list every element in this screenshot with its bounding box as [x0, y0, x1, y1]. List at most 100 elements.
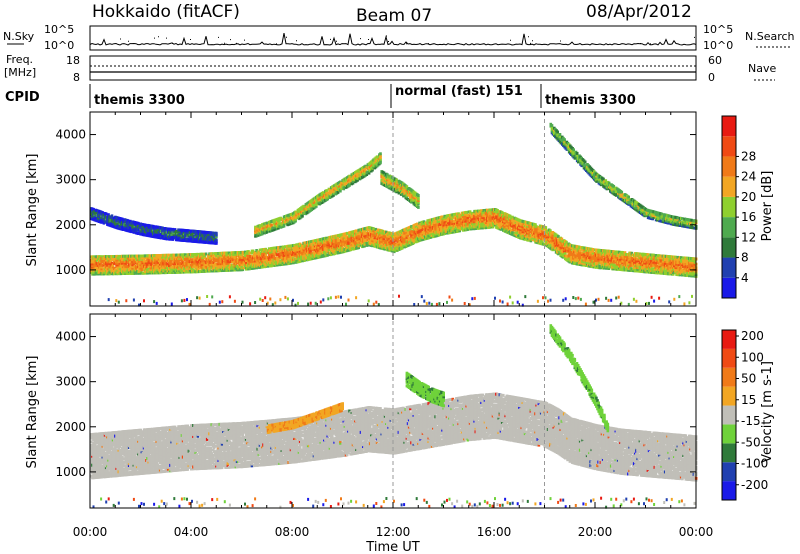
range-cell-band-0 [189, 263, 193, 267]
range-cell-band-0 [173, 255, 177, 259]
range-cell-band-0 [150, 262, 154, 266]
range-cell-band-0 [301, 245, 304, 249]
range-cell-band-0 [476, 216, 480, 220]
range-cell-band-0 [100, 260, 103, 264]
range-cell-band-0 [255, 249, 258, 252]
range-cell-band-0 [113, 260, 116, 264]
range-cell-band-0 [204, 264, 208, 268]
range-cell-band-0 [241, 259, 245, 263]
range-cell-band-0 [191, 266, 194, 270]
range-cell-band-0 [142, 256, 146, 260]
cpid-segment-2: normal (fast) 151 [395, 84, 523, 99]
range-cell-band-0 [111, 255, 115, 258]
range-cell-band-0 [180, 262, 184, 265]
range-cell-band-0 [491, 225, 495, 229]
range-cell-band-0 [406, 231, 410, 235]
range-cell-band-0 [202, 268, 206, 272]
range-cell-band-0 [541, 240, 544, 244]
cpid-segment-3: themis 3300 [545, 93, 636, 108]
range-cell-band-0 [443, 232, 447, 235]
range-cell-band-0 [111, 256, 115, 260]
range-cell-band-0 [486, 213, 489, 217]
range-cell-band-0 [473, 216, 476, 220]
range-cell-band-0 [281, 245, 285, 249]
range-cell-band-0 [185, 261, 188, 265]
range-cell-band-0 [158, 266, 162, 270]
range-cell-band-0 [469, 227, 473, 231]
range-cell-band-0 [264, 265, 268, 268]
range-cell-band-0 [510, 229, 513, 232]
range-cell-band-0 [264, 254, 268, 258]
range-cell-band-0 [261, 265, 264, 269]
range-cell-band-0 [484, 224, 488, 228]
range-cell-band-0 [578, 250, 582, 254]
range-cell-band-0 [429, 235, 433, 239]
range-cell-band-0 [131, 261, 134, 265]
range-cell-band-0 [100, 263, 103, 267]
range-cell-band-0 [274, 260, 278, 264]
range-cell-band-0 [363, 229, 366, 232]
range-cell-band-0 [292, 259, 295, 263]
range-cell-band-0 [241, 268, 245, 272]
range-cell-band-0 [472, 223, 475, 227]
range-cell-band-0 [215, 257, 218, 261]
range-cell-band-0 [437, 233, 441, 237]
range-cell-band-0 [169, 264, 172, 268]
power-panel [90, 112, 698, 307]
range-cell-band-0 [357, 246, 360, 250]
range-cell-band-0 [578, 252, 582, 256]
range-cell-band-0 [279, 245, 282, 249]
range-cell-band-0 [222, 263, 225, 267]
range-cell-band-0 [199, 266, 202, 270]
range-cell-band-0 [468, 212, 472, 215]
range-cell-band-0 [140, 268, 144, 272]
range-cell-band-0 [583, 253, 587, 257]
range-cell-band-0 [189, 254, 193, 258]
range-cell-band-0 [92, 255, 95, 259]
range-cell-band-0 [565, 240, 568, 244]
range-cell-band-0 [238, 266, 241, 270]
range-cell-band-0 [472, 213, 475, 217]
range-cell-band-0 [141, 263, 145, 267]
range-cell-band-0 [243, 255, 247, 259]
range-cell-band-0 [125, 266, 129, 270]
nsky-label: N.Sky [3, 30, 35, 43]
range-cell-band-0 [506, 222, 510, 226]
range-cell-band-0 [388, 248, 391, 252]
range-cell-band-0 [235, 264, 239, 268]
range-cell-band-0 [562, 249, 566, 253]
range-cell-band-0 [261, 251, 264, 255]
range-cell-band-0 [269, 255, 272, 259]
range-cell-band-0 [110, 270, 114, 274]
range-cell-band-0 [172, 269, 176, 273]
range-cell-band-0 [178, 267, 181, 271]
range-cell-band-0 [288, 253, 292, 257]
noise-right-tick-high: 10^5 [703, 23, 733, 36]
range-cell-band-0 [474, 225, 478, 229]
range-cell-band-0 [326, 253, 329, 257]
range-cell-band-0 [347, 243, 350, 247]
range-cell-band-0 [557, 235, 560, 239]
range-cell-band-0 [257, 252, 261, 256]
range-cell-band-0 [211, 267, 215, 271]
range-cell-band-0 [134, 256, 138, 260]
noise-left-tick-low: 10^0 [44, 39, 74, 52]
range-cell-band-0 [284, 260, 287, 264]
range-cell-band-0 [491, 222, 495, 225]
freq-panel-frame [89, 55, 697, 81]
range-cell-band-0 [124, 263, 127, 267]
range-cell-band-0 [113, 272, 116, 276]
range-cell-band-0 [158, 269, 162, 273]
range-cell-band-0 [196, 252, 200, 256]
range-cell-band-0 [489, 217, 492, 220]
range-cell-band-0 [284, 245, 287, 249]
range-cell-band-0 [196, 261, 200, 265]
range-cell-band-0 [251, 249, 255, 253]
range-cell-band-0 [129, 266, 132, 270]
range-cell-band-0 [143, 268, 147, 272]
range-cell-band-0 [240, 254, 243, 258]
range-cell-band-0 [139, 261, 142, 265]
range-cell-band-0 [357, 244, 360, 248]
range-cell-band-0 [381, 229, 385, 233]
